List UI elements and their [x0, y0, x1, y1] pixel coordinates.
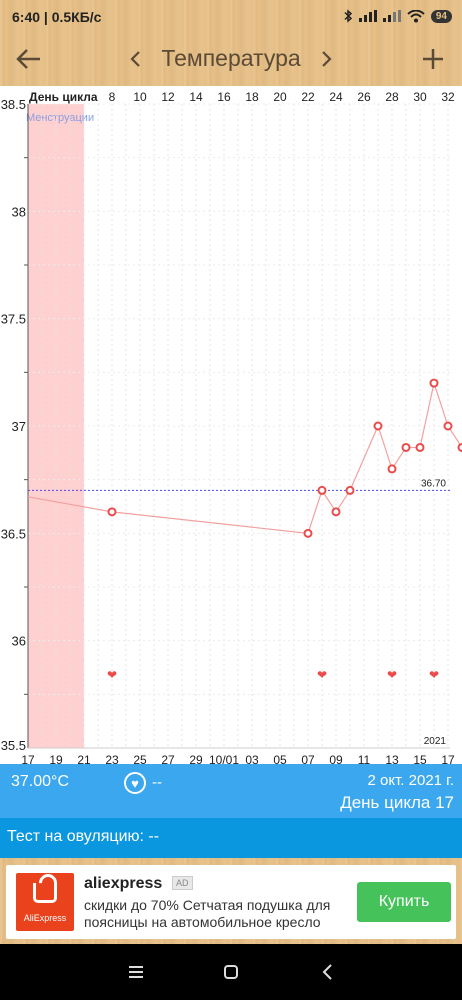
current-temperature[interactable]: 37.00°C [11, 773, 69, 790]
top-tick-label: 20 [273, 90, 287, 104]
temperature-point [331, 507, 341, 517]
y-tick-label: 37.5 [1, 312, 26, 327]
top-tick-label: 22 [301, 90, 315, 104]
y-tick-label: 35.5 [1, 738, 26, 753]
bottom-tick-label: 15 [413, 753, 427, 764]
heart-icon[interactable]: ♥ [124, 772, 146, 794]
app-bar: Температура [0, 34, 462, 86]
y-tick-label: 37 [12, 419, 26, 434]
current-date: 2 окт. 2021 г. [367, 772, 454, 789]
wifi-icon [407, 9, 425, 22]
y-tick-label: 38 [12, 204, 26, 219]
bottom-tick-label: 13 [385, 753, 399, 764]
bottom-tick-label: 25 [133, 753, 147, 764]
status-icons: 94 [343, 9, 452, 23]
top-tick-label: 12 [161, 90, 175, 104]
y-tick-label: 36 [12, 634, 26, 649]
top-tick-label: 16 [217, 90, 231, 104]
temperature-chart[interactable]: Менструации 38.5 38 37.5 37 36.5 36 35.5 День ци… [0, 86, 462, 764]
top-tick-label: 32 [441, 90, 455, 104]
top-tick-label: 10 [133, 90, 147, 104]
cycle-day: День цикла 17 [340, 793, 454, 812]
aliexpress-logo: AliExpress [16, 873, 74, 931]
battery-indicator: 94 [430, 9, 452, 23]
menu-icon[interactable] [126, 962, 146, 982]
system-nav-bar [0, 944, 462, 1000]
back-icon[interactable] [318, 962, 338, 982]
shopping-bag-icon [33, 883, 57, 903]
ad-description: скидки до 70% Сетчатая подушка для поясн… [84, 897, 331, 930]
temperature-point [415, 442, 425, 452]
signal-icon-2 [382, 10, 401, 22]
chevron-right-icon[interactable] [316, 48, 336, 70]
y-tick-label: 38.5 [1, 97, 26, 112]
temperature-point [373, 421, 383, 431]
ad-logo-text: AliExpress [23, 913, 67, 923]
temperature-point [303, 528, 313, 538]
bottom-tick-label: 23 [105, 753, 119, 764]
menstruation-label: Менструации [26, 112, 94, 124]
info-bar: 37.00°C ♥ -- 2 окт. 2021 г. День цикла 1… [0, 764, 462, 818]
top-tick-label: 28 [385, 90, 399, 104]
heart-marker: ❤ [429, 668, 439, 682]
temperature-point [317, 485, 327, 495]
temperature-point [429, 378, 439, 388]
bottom-tick-label: 29 [189, 753, 203, 764]
temperature-line [27, 380, 462, 534]
bottom-tick-label: 03 [245, 753, 259, 764]
heart-marker: ❤ [317, 668, 327, 682]
top-tick-label: 24 [329, 90, 343, 104]
bottom-tick-label: 09 [329, 753, 343, 764]
status-time-speed: 6:40 | 0.5КБ/с [12, 9, 102, 25]
ad-banner: AliExpress aliexpress AD скидки до 70% С… [0, 858, 462, 944]
buy-button[interactable]: Купить [357, 882, 451, 922]
temperature-point [387, 464, 397, 474]
bottom-tick-label: 07 [301, 753, 315, 764]
coverline-label: 36.70 [421, 478, 446, 489]
temperature-point [443, 421, 453, 431]
top-tick-label: 18 [245, 90, 259, 104]
bottom-tick-label: 17 [21, 753, 35, 764]
top-tick-label: 8 [109, 90, 116, 104]
year-label: 2021 [424, 736, 447, 747]
bottom-tick-label: 05 [273, 753, 287, 764]
ad-title: aliexpress [84, 875, 163, 892]
bottom-tick-label: 10/01 [209, 753, 239, 764]
bottom-tick-label: 17 [441, 753, 455, 764]
heart-marker: ❤ [107, 668, 117, 682]
heart-marker: ❤ [387, 668, 397, 682]
y-tick-label: 36.5 [1, 526, 26, 541]
temperature-point [107, 507, 117, 517]
temperature-point [457, 442, 462, 452]
bluetooth-icon [344, 9, 352, 23]
temperature-point [401, 442, 411, 452]
back-arrow-icon[interactable] [14, 44, 44, 74]
top-tick-label: 26 [357, 90, 371, 104]
temperature-point [345, 485, 355, 495]
add-icon[interactable] [418, 44, 448, 74]
ad-badge: AD [172, 876, 193, 890]
bottom-tick-label: 19 [49, 753, 63, 764]
chevron-left-icon[interactable] [126, 48, 146, 70]
status-bar: 6:40 | 0.5КБ/с 94 [0, 0, 462, 34]
top-tick-label: 14 [189, 90, 203, 104]
home-icon[interactable] [221, 962, 241, 982]
ovulation-test-row[interactable]: Тест на овуляцию: -- [0, 818, 462, 858]
signal-icon [358, 10, 377, 22]
bottom-tick-label: 27 [161, 753, 175, 764]
heart-value: -- [152, 774, 162, 791]
bottom-tick-label: 21 [77, 753, 91, 764]
top-tick-label: 30 [413, 90, 427, 104]
page-title: Температура [161, 45, 301, 71]
bottom-tick-label: 11 [358, 753, 371, 764]
cycle-day-header: День цикла [29, 90, 98, 104]
ad-card[interactable]: AliExpress aliexpress AD скидки до 70% С… [6, 865, 456, 939]
